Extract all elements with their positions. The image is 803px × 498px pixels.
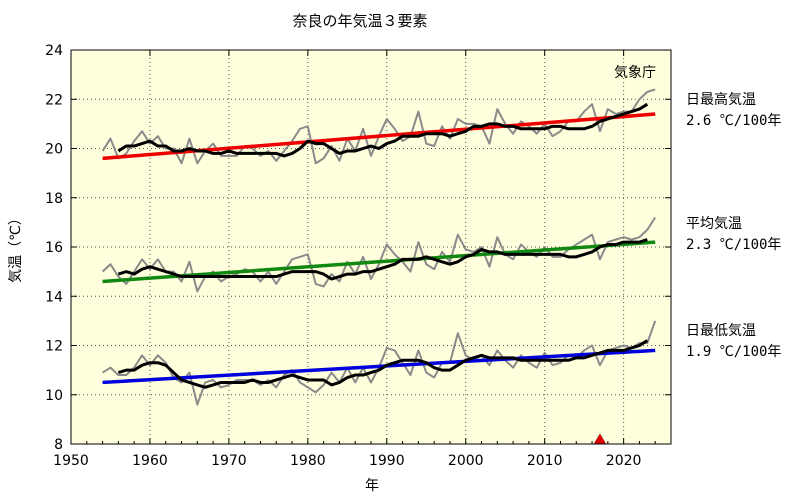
moving-average-mean <box>117 238 648 281</box>
y-tick-label: 8 <box>54 437 63 453</box>
trend-rate-max: 2.6 ℃/100年 <box>686 113 781 129</box>
x-tick-label: 1960 <box>132 453 168 469</box>
ticks: 1950 1960 1970 1980 1990 2000 2010 2020 8 10 12 14 1… <box>45 43 672 469</box>
series-label-min: 日最低気温 <box>686 323 756 339</box>
x-tick-label: 2000 <box>448 453 484 469</box>
x-tick-label: 2020 <box>606 453 642 469</box>
x-tick-label: 1970 <box>211 453 247 469</box>
moving-average-max <box>117 102 649 158</box>
series-label-max: 日最高気温 <box>686 91 756 108</box>
y-tick-label: 16 <box>45 240 63 256</box>
y-tick-label: 22 <box>45 92 63 108</box>
trend-rate-min: 1.9 ℃/100年 <box>686 344 781 360</box>
y-tick-label: 18 <box>45 191 63 207</box>
trend-line-min <box>102 348 656 385</box>
source-label: 気象庁 <box>614 65 656 81</box>
x-tick-label: 1990 <box>369 453 405 469</box>
y-tick-label: 14 <box>45 289 63 305</box>
y-axis-label: 気温（℃） <box>8 211 24 283</box>
plot-frame <box>70 49 672 445</box>
trend-rate-mean: 2.3 ℃/100年 <box>686 237 781 253</box>
y-tick-label: 10 <box>45 388 63 404</box>
y-tick-label: 20 <box>45 142 63 158</box>
moving-average-min <box>117 339 649 389</box>
x-tick-label: 1980 <box>290 453 326 469</box>
x-tick-label: 2010 <box>527 453 563 469</box>
y-tick-label: 12 <box>45 339 63 355</box>
trend-line-mean <box>102 240 656 284</box>
series-layer <box>101 88 657 445</box>
chart-title: 奈良の年気温３要素 <box>292 12 427 30</box>
series-label-mean: 平均気温 <box>686 216 742 232</box>
x-axis-label: 年 <box>365 478 379 494</box>
y-tick-label: 24 <box>45 43 63 59</box>
x-tick-label: 1950 <box>53 453 89 469</box>
